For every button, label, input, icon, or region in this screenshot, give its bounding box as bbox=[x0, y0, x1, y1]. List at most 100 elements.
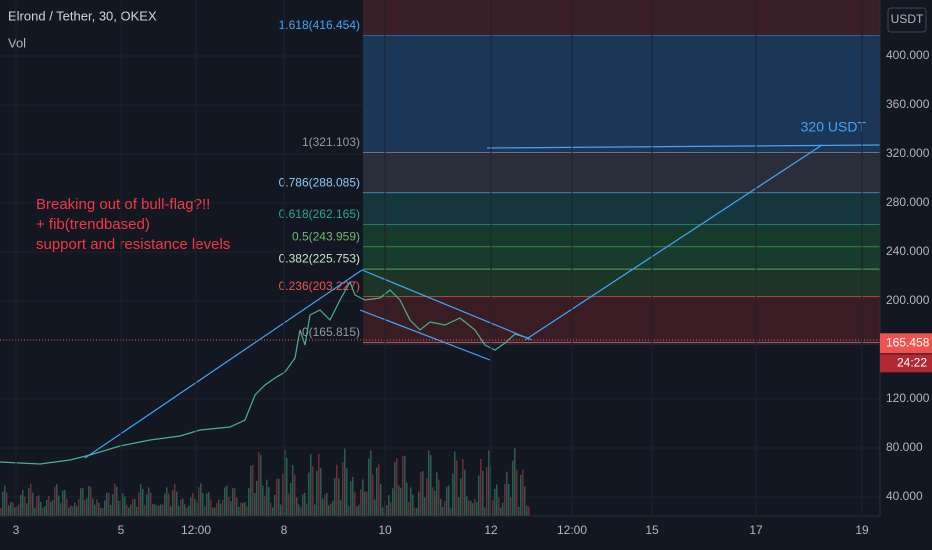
volume-bar bbox=[288, 493, 290, 516]
volume-bar bbox=[422, 471, 424, 516]
volume-bar bbox=[486, 467, 488, 516]
volume-bar bbox=[28, 487, 30, 516]
volume-bar bbox=[400, 487, 402, 516]
volume-bar bbox=[338, 478, 340, 516]
volume-bar bbox=[432, 487, 434, 516]
symbol: Elrond / Tether, 30, OKEX bbox=[8, 8, 157, 23]
volume-bar bbox=[276, 478, 278, 516]
volume-bar bbox=[352, 476, 354, 516]
volume-bar bbox=[106, 492, 108, 516]
volume-bar bbox=[266, 479, 268, 516]
price-tick-label: 200.000 bbox=[886, 293, 930, 307]
volume-bar bbox=[336, 464, 338, 516]
volume-bar bbox=[136, 507, 138, 516]
volume-bar bbox=[214, 507, 216, 516]
volume-bar bbox=[470, 500, 472, 516]
volume-bar bbox=[258, 452, 260, 516]
volume-bar bbox=[420, 472, 422, 516]
volume-bar bbox=[218, 499, 220, 516]
time-label: 5 bbox=[118, 523, 125, 537]
volume-bar bbox=[98, 502, 100, 516]
volume-bar bbox=[166, 487, 168, 516]
time-ticks: 3 5 12:00 8 10 12 12:00 15 17 19 bbox=[13, 0, 869, 537]
indicator: Vol bbox=[8, 35, 26, 50]
volume-bar bbox=[184, 504, 186, 516]
volume-bar bbox=[370, 450, 372, 516]
volume-bar bbox=[466, 496, 468, 516]
volume-bar bbox=[436, 472, 438, 516]
volume-bar bbox=[464, 469, 466, 516]
trendline bbox=[84, 269, 363, 459]
volume-bar bbox=[328, 505, 330, 516]
volume-bar bbox=[168, 493, 170, 516]
volume-bar bbox=[62, 490, 64, 516]
volume-bar bbox=[52, 499, 54, 516]
volume-bar bbox=[444, 501, 446, 516]
unit-box[interactable] bbox=[887, 7, 927, 33]
volume-bar bbox=[414, 507, 416, 516]
volume-bar bbox=[198, 487, 200, 516]
volume-bar bbox=[192, 492, 194, 516]
volume-bar bbox=[468, 500, 470, 516]
volume-bar bbox=[84, 499, 86, 516]
volume-bar bbox=[322, 498, 324, 516]
time-label: 17 bbox=[749, 523, 763, 537]
volume-bar bbox=[154, 504, 156, 516]
volume-bar bbox=[316, 470, 318, 516]
volume-bar bbox=[232, 488, 234, 516]
volume-bar bbox=[142, 489, 144, 516]
volume-bar bbox=[226, 485, 228, 516]
volume-bar bbox=[386, 505, 388, 516]
volume-bar bbox=[20, 494, 22, 516]
volume-bar bbox=[46, 499, 48, 516]
volume-bar bbox=[4, 485, 6, 516]
price-line bbox=[0, 280, 529, 465]
volume-bar bbox=[284, 449, 286, 516]
volume-bar bbox=[248, 488, 250, 516]
volume-bar bbox=[292, 464, 294, 516]
volume-bar bbox=[234, 487, 236, 516]
volume-bar bbox=[164, 493, 166, 516]
volume-bar bbox=[346, 468, 348, 516]
volume-bar bbox=[2, 491, 4, 516]
volume-bar bbox=[488, 450, 490, 516]
volume-bar bbox=[196, 502, 198, 516]
volume-bar bbox=[24, 496, 26, 516]
volume-bar bbox=[220, 503, 222, 516]
volume-bar bbox=[406, 482, 408, 516]
volume-bar bbox=[306, 503, 308, 516]
volume-bar bbox=[104, 500, 106, 516]
volume-bar bbox=[200, 483, 202, 516]
volume-bar bbox=[152, 503, 154, 516]
time-label: 8 bbox=[281, 523, 288, 537]
volume-bar bbox=[462, 458, 464, 516]
volume-bar bbox=[8, 505, 10, 516]
volume-bar bbox=[78, 498, 80, 516]
volume-bar bbox=[92, 498, 94, 516]
volume-bar bbox=[134, 499, 136, 516]
volume-bar bbox=[480, 458, 482, 516]
volume-bar bbox=[102, 507, 104, 516]
volume-bar bbox=[140, 484, 142, 516]
volume-bar bbox=[230, 501, 232, 516]
volume-bar bbox=[122, 492, 124, 516]
volume-bar bbox=[324, 494, 326, 516]
volume-bar bbox=[124, 496, 126, 516]
volume-bar bbox=[82, 487, 84, 516]
volume-bar bbox=[482, 470, 484, 516]
volume-bar bbox=[80, 488, 82, 516]
price-tick-label: 400.000 bbox=[886, 48, 930, 62]
volume-bar bbox=[48, 496, 50, 516]
volume-bar bbox=[90, 486, 92, 516]
volume-bar bbox=[354, 492, 356, 516]
fib-label: 1(321.103) bbox=[302, 135, 360, 149]
time-label: 12 bbox=[484, 523, 498, 537]
volume-bar bbox=[296, 497, 298, 516]
volume-bar bbox=[522, 469, 524, 516]
volume-bar bbox=[94, 504, 96, 516]
fib-zone bbox=[363, 224, 880, 248]
volume-bar bbox=[176, 491, 178, 516]
volume-bar bbox=[402, 456, 404, 516]
